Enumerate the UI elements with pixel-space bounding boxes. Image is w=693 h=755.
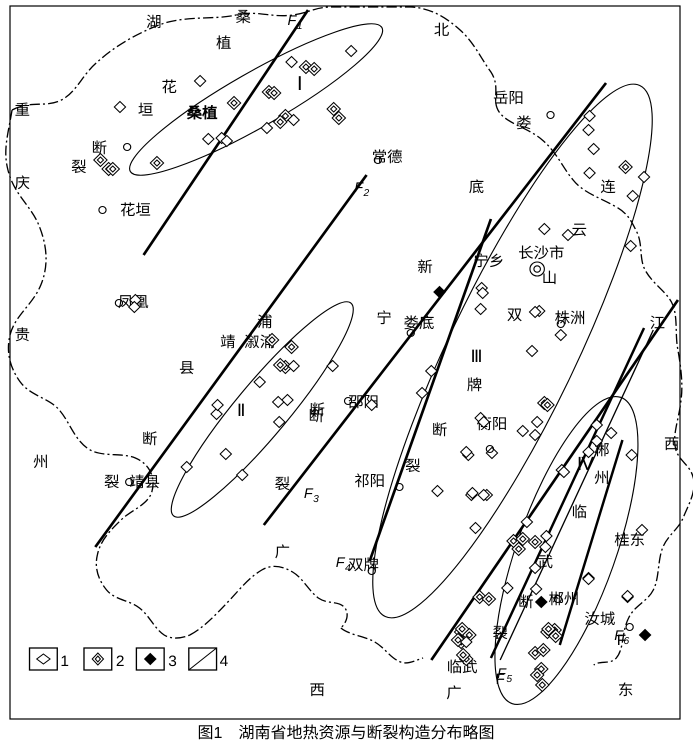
svg-text:州: 州 [33, 454, 48, 471]
svg-text:Ⅰ: Ⅰ [297, 74, 303, 95]
svg-text:1: 1 [297, 21, 303, 32]
svg-text:州: 州 [594, 470, 609, 487]
svg-text:宁: 宁 [376, 310, 391, 327]
svg-text:岳阳: 岳阳 [493, 90, 524, 107]
svg-text:广: 广 [275, 544, 290, 561]
svg-text:郴州: 郴州 [548, 591, 579, 608]
svg-text:靖县: 靖县 [129, 474, 160, 491]
svg-text:双牌: 双牌 [348, 557, 379, 574]
svg-text:1: 1 [60, 653, 69, 670]
svg-text:断: 断 [142, 431, 157, 448]
svg-text:连: 连 [600, 179, 615, 196]
svg-text:北: 北 [434, 22, 449, 39]
svg-text:植: 植 [216, 35, 231, 52]
svg-text:贵: 贵 [15, 327, 30, 344]
svg-text:县: 县 [179, 360, 194, 377]
svg-text:4: 4 [220, 653, 229, 670]
svg-text:3: 3 [313, 494, 319, 505]
svg-text:裂: 裂 [275, 476, 290, 493]
svg-text:断: 断 [518, 594, 533, 611]
svg-text:裂: 裂 [492, 625, 507, 642]
svg-text:2: 2 [116, 653, 125, 670]
svg-text:山: 山 [542, 270, 557, 287]
svg-text:西: 西 [310, 682, 325, 699]
svg-text:Ⅳ: Ⅳ [577, 454, 594, 474]
svg-text:临: 临 [572, 504, 587, 521]
svg-text:花垣: 花垣 [120, 202, 151, 219]
svg-text:5: 5 [506, 674, 512, 685]
svg-text:裂: 裂 [405, 458, 420, 475]
svg-text:4: 4 [345, 563, 351, 574]
svg-text:桑植: 桑植 [186, 105, 218, 122]
svg-text:庆: 庆 [15, 175, 30, 192]
svg-text:娄底: 娄底 [404, 315, 435, 332]
svg-text:靖: 靖 [220, 334, 235, 351]
svg-text:裂: 裂 [104, 474, 119, 491]
svg-text:图1 湖南省地热资源与断裂构造分布略图: 图1 湖南省地热资源与断裂构造分布略图 [198, 724, 495, 742]
svg-text:重: 重 [15, 102, 30, 119]
svg-text:断: 断 [432, 422, 447, 439]
svg-text:湖: 湖 [146, 14, 161, 31]
svg-text:桑: 桑 [236, 9, 251, 26]
svg-text:娄: 娄 [516, 115, 531, 132]
svg-text:广: 广 [446, 685, 461, 702]
svg-text:宁乡: 宁乡 [473, 253, 504, 270]
svg-text:双: 双 [507, 307, 522, 324]
svg-text:Ⅲ: Ⅲ [471, 347, 483, 366]
svg-text:3: 3 [168, 653, 177, 670]
svg-text:6: 6 [623, 636, 629, 647]
svg-text:垣: 垣 [138, 102, 153, 119]
svg-text:花: 花 [162, 79, 177, 96]
svg-text:底: 底 [469, 179, 484, 196]
svg-text:长沙市: 长沙市 [518, 245, 564, 262]
svg-text:新: 新 [417, 259, 432, 276]
svg-text:西: 西 [664, 436, 679, 453]
svg-text:汝城: 汝城 [584, 611, 615, 628]
svg-text:云: 云 [572, 222, 587, 239]
svg-text:牌: 牌 [467, 377, 482, 394]
svg-text:裂: 裂 [71, 159, 86, 176]
svg-text:江: 江 [650, 315, 665, 332]
svg-text:祁阳: 祁阳 [354, 473, 385, 490]
svg-text:株洲: 株洲 [555, 310, 586, 327]
svg-text:东: 东 [618, 682, 633, 699]
svg-text:2: 2 [362, 188, 369, 199]
svg-text:浦: 浦 [257, 314, 272, 331]
svg-text:断: 断 [310, 402, 325, 419]
svg-text:Ⅱ: Ⅱ [237, 401, 246, 420]
